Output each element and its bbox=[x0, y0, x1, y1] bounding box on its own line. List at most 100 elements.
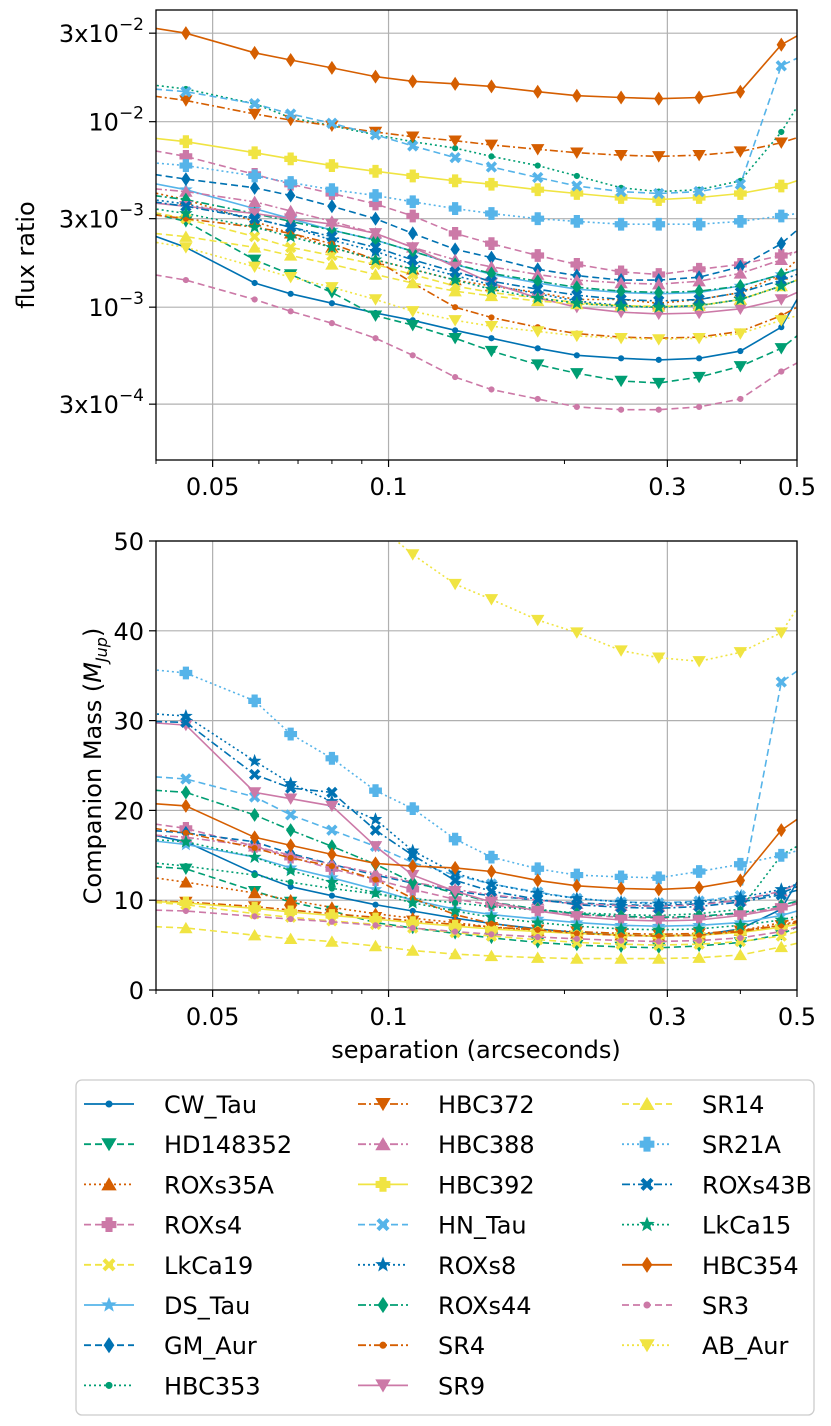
flux-x-tick-label: 0.05 bbox=[186, 473, 239, 501]
mass-point-sr21a bbox=[774, 848, 788, 862]
mass-point-sr3 bbox=[372, 922, 379, 929]
mass-point-roxs8 bbox=[484, 876, 499, 890]
mass-point-hbc354 bbox=[572, 878, 582, 893]
mass-series-roxs43b bbox=[156, 716, 797, 914]
mass-point-lkca15 bbox=[325, 875, 339, 889]
mass-point-hbc353 bbox=[182, 862, 189, 870]
flux-point-hbc392 bbox=[485, 177, 498, 191]
flux-point-cw-tau bbox=[655, 356, 662, 363]
flux-point-hbc372 bbox=[570, 147, 584, 159]
flux-ratio-panel: 0.05 0.1 0.3 0.53x10−410−33x10−310−23x10−2 … bbox=[12, 9, 816, 501]
mass-point-roxs8 bbox=[368, 812, 383, 826]
legend-item-roxs43b: ROXs43B bbox=[622, 1171, 812, 1199]
mass-point-sr14 bbox=[652, 952, 666, 964]
mass-point-hbc353 bbox=[287, 879, 294, 886]
legend-label-roxs4: ROXs4 bbox=[164, 1212, 242, 1240]
flux-point-sr21a bbox=[531, 212, 545, 226]
mass-point-sr21a bbox=[485, 850, 498, 864]
mass-point-ab-aur bbox=[652, 652, 666, 664]
flux-point-roxs43b bbox=[285, 221, 297, 233]
flux-point-hbc354 bbox=[370, 69, 381, 84]
mass-point-hbc354 bbox=[285, 838, 296, 853]
flux-point-hn-tau bbox=[653, 187, 665, 200]
mass-point-sr9 bbox=[652, 915, 666, 928]
mass-point-sr9 bbox=[448, 886, 462, 898]
mass-x-tick-label: 0.5 bbox=[778, 1003, 816, 1031]
flux-point-hbc372 bbox=[448, 135, 462, 147]
flux-point-hn-tau bbox=[775, 60, 787, 72]
flux-point-ab-aur bbox=[692, 333, 706, 345]
flux-point-hd148352 bbox=[652, 377, 666, 390]
legend-marker-roxs4 bbox=[101, 1217, 117, 1232]
legend-marker-roxs8 bbox=[375, 1256, 391, 1272]
flux-point-sr21a bbox=[448, 202, 462, 215]
legend-label-hbc392: HBC392 bbox=[438, 1171, 535, 1199]
flux-point-roxs43b bbox=[485, 275, 498, 287]
mass-point-hbc354 bbox=[249, 830, 260, 845]
y-label-end: ) bbox=[79, 628, 107, 637]
flux-y-tick-label: 3x10−2 bbox=[59, 15, 144, 48]
flux-point-sr14 bbox=[247, 241, 262, 253]
legend-marker-roxs44 bbox=[377, 1296, 389, 1314]
mass-line-sr3 bbox=[156, 909, 797, 943]
mass-point-sr3 bbox=[287, 915, 294, 923]
flux-point-cw-tau bbox=[251, 279, 258, 287]
legend-item-sr3: SR3 bbox=[622, 1292, 749, 1320]
mass-x-tick-label: 0.3 bbox=[648, 1003, 686, 1031]
mass-point-roxs8 bbox=[614, 894, 628, 908]
flux-point-sr9 bbox=[774, 294, 788, 306]
flux-point-sr3 bbox=[534, 395, 541, 403]
mass-point-sr9 bbox=[774, 903, 788, 915]
mass-point-ab-aur bbox=[448, 578, 462, 591]
mass-point-sr14 bbox=[692, 951, 706, 963]
companion-mass-series bbox=[156, 541, 797, 964]
flux-line-gm-aur bbox=[156, 173, 797, 281]
mass-point-sr9 bbox=[531, 905, 545, 918]
mass-point-hbc353 bbox=[328, 885, 336, 892]
mass-point-lkca15 bbox=[283, 863, 298, 877]
flux-point-hbc354 bbox=[776, 37, 786, 52]
legend-item-sr14: SR14 bbox=[622, 1091, 764, 1119]
mass-y-tick-label: 20 bbox=[113, 797, 144, 825]
legend-item-hbc388: HBC388 bbox=[358, 1131, 535, 1159]
mass-point-sr4 bbox=[737, 928, 744, 935]
mass-point-sr3 bbox=[452, 928, 459, 935]
mass-point-roxs44 bbox=[181, 785, 191, 800]
flux-point-hbc353 bbox=[534, 162, 541, 169]
flux-point-hn-tau bbox=[407, 140, 419, 152]
mass-point-sr21a bbox=[248, 694, 262, 708]
flux-ratio-y-axis-label: flux ratio bbox=[12, 201, 40, 309]
flux-point-roxs43b bbox=[369, 241, 382, 254]
mass-point-ab-aur bbox=[570, 627, 584, 639]
legend-label-sr9: SR9 bbox=[438, 1372, 485, 1400]
flux-point-hbc392 bbox=[774, 179, 788, 193]
flux-point-sr3 bbox=[737, 395, 744, 403]
mass-point-sr21a bbox=[179, 666, 193, 680]
legend-label-sr14: SR14 bbox=[702, 1091, 764, 1119]
flux-point-hbc353 bbox=[488, 153, 495, 160]
mass-point-sr21a bbox=[570, 868, 584, 882]
flux-point-hn-tau bbox=[248, 98, 261, 110]
flux-y-tick-label: 3x10−3 bbox=[59, 201, 144, 234]
flux-point-lkca15 bbox=[283, 229, 298, 243]
y-label-subscript: Jup bbox=[92, 637, 111, 665]
flux-point-ab-aur bbox=[406, 306, 420, 318]
flux-point-lkca19 bbox=[285, 241, 297, 254]
mass-point-sr9 bbox=[484, 896, 499, 909]
mass-point-hbc354 bbox=[370, 856, 381, 871]
flux-point-ab-aur bbox=[247, 261, 262, 274]
flux-point-gm-aur bbox=[370, 211, 381, 226]
flux-x-tick-label: 0.5 bbox=[778, 473, 816, 501]
mass-point-hbc354 bbox=[181, 798, 191, 813]
legend-marker-lkca19 bbox=[102, 1258, 116, 1272]
flux-point-sr3 bbox=[251, 296, 258, 303]
flux-point-hbc354 bbox=[249, 45, 260, 60]
mass-point-roxs43b bbox=[180, 716, 192, 729]
mass-point-sr3 bbox=[328, 918, 336, 925]
mass-y-tick-label: 10 bbox=[113, 887, 144, 915]
legend-label-hbc372: HBC372 bbox=[438, 1091, 535, 1119]
flux-point-sr14 bbox=[368, 268, 383, 280]
flux-line-roxs4 bbox=[156, 150, 797, 276]
legend-item-sr4: SR4 bbox=[358, 1332, 485, 1360]
legend-item-ab-aur: AB_Aur bbox=[622, 1332, 789, 1360]
